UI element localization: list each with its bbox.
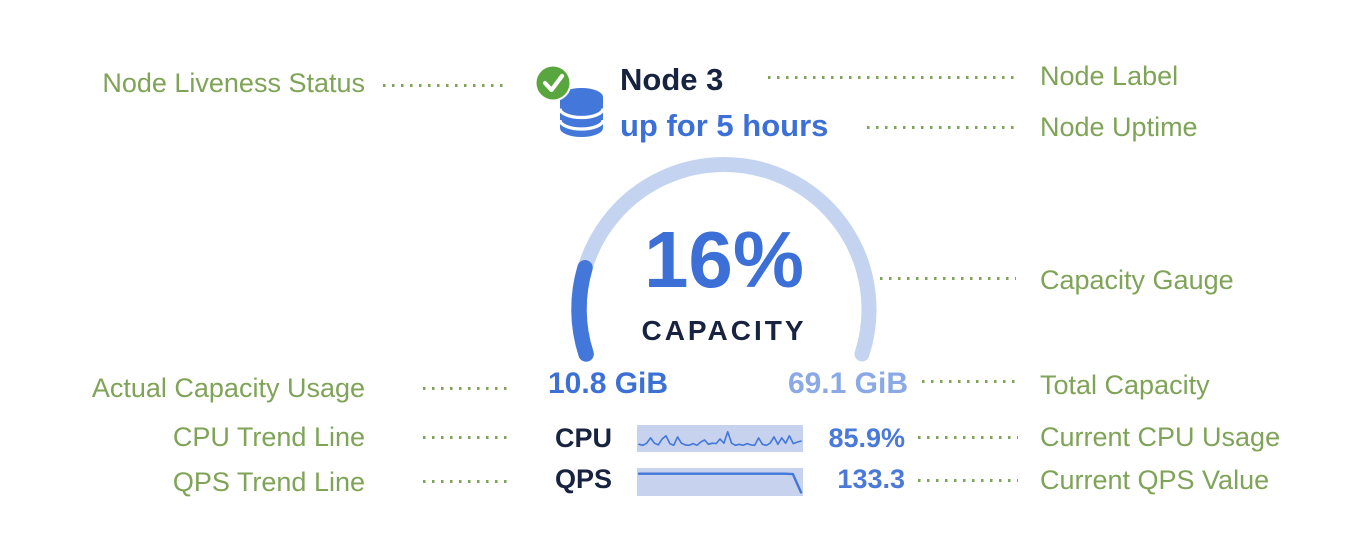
annotation-node-liveness-status: Node Liveness Status xyxy=(102,68,365,98)
annotation-capacity-gauge: Capacity Gauge xyxy=(1040,265,1234,295)
node-label: Node 3 xyxy=(620,62,724,97)
leader-line-actual-capacity xyxy=(423,387,513,390)
annotation-node-label: Node Label xyxy=(1040,61,1179,91)
qps-label: QPS xyxy=(555,464,613,494)
cpu-value: 85.9% xyxy=(828,423,905,453)
leader-line-total-capacity xyxy=(922,380,1018,383)
qps-value: 133.3 xyxy=(837,464,905,494)
annotation-actual-capacity-usage: Actual Capacity Usage xyxy=(91,373,365,403)
cpu-label: CPU xyxy=(555,423,613,453)
node-icon xyxy=(534,64,605,137)
annotation-node-uptime: Node Uptime xyxy=(1040,112,1198,142)
node-uptime: up for 5 hours xyxy=(620,108,829,143)
capacity-gauge xyxy=(571,157,877,362)
annotation-current-cpu-usage: Current CPU Usage xyxy=(1040,422,1281,452)
gauge-fill-arc xyxy=(571,260,594,362)
cpu-sparkline-chart xyxy=(638,430,802,447)
leader-line-capacity-gauge xyxy=(880,277,1016,280)
leader-line-node-uptime xyxy=(867,126,1017,129)
qps-trendline xyxy=(637,468,803,496)
annotation-total-capacity: Total Capacity xyxy=(1040,370,1210,400)
leader-line-current-cpu xyxy=(918,436,1018,439)
database-icon xyxy=(558,88,605,137)
leader-line-current-qps xyxy=(918,479,1018,482)
annotation-current-qps-value: Current QPS Value xyxy=(1040,465,1270,495)
capacity-total-value: 69.1 GiB xyxy=(787,367,908,400)
leader-line-liveness xyxy=(383,84,505,87)
capacity-used-value: 10.8 GiB xyxy=(548,367,669,400)
leader-line-cpu-trend xyxy=(423,436,513,439)
gauge-caption: CAPACITY xyxy=(641,315,807,346)
cpu-sparkline xyxy=(637,425,803,452)
qps-trend-chart xyxy=(637,472,803,494)
leader-line-node-label xyxy=(768,76,1018,79)
annotation-cpu-trend-line: CPU Trend Line xyxy=(172,422,365,452)
liveness-check-icon xyxy=(534,64,572,102)
annotation-qps-trend-line: QPS Trend Line xyxy=(172,467,365,497)
gauge-percent: 16% xyxy=(643,215,805,304)
leader-line-qps-trend xyxy=(423,480,513,483)
